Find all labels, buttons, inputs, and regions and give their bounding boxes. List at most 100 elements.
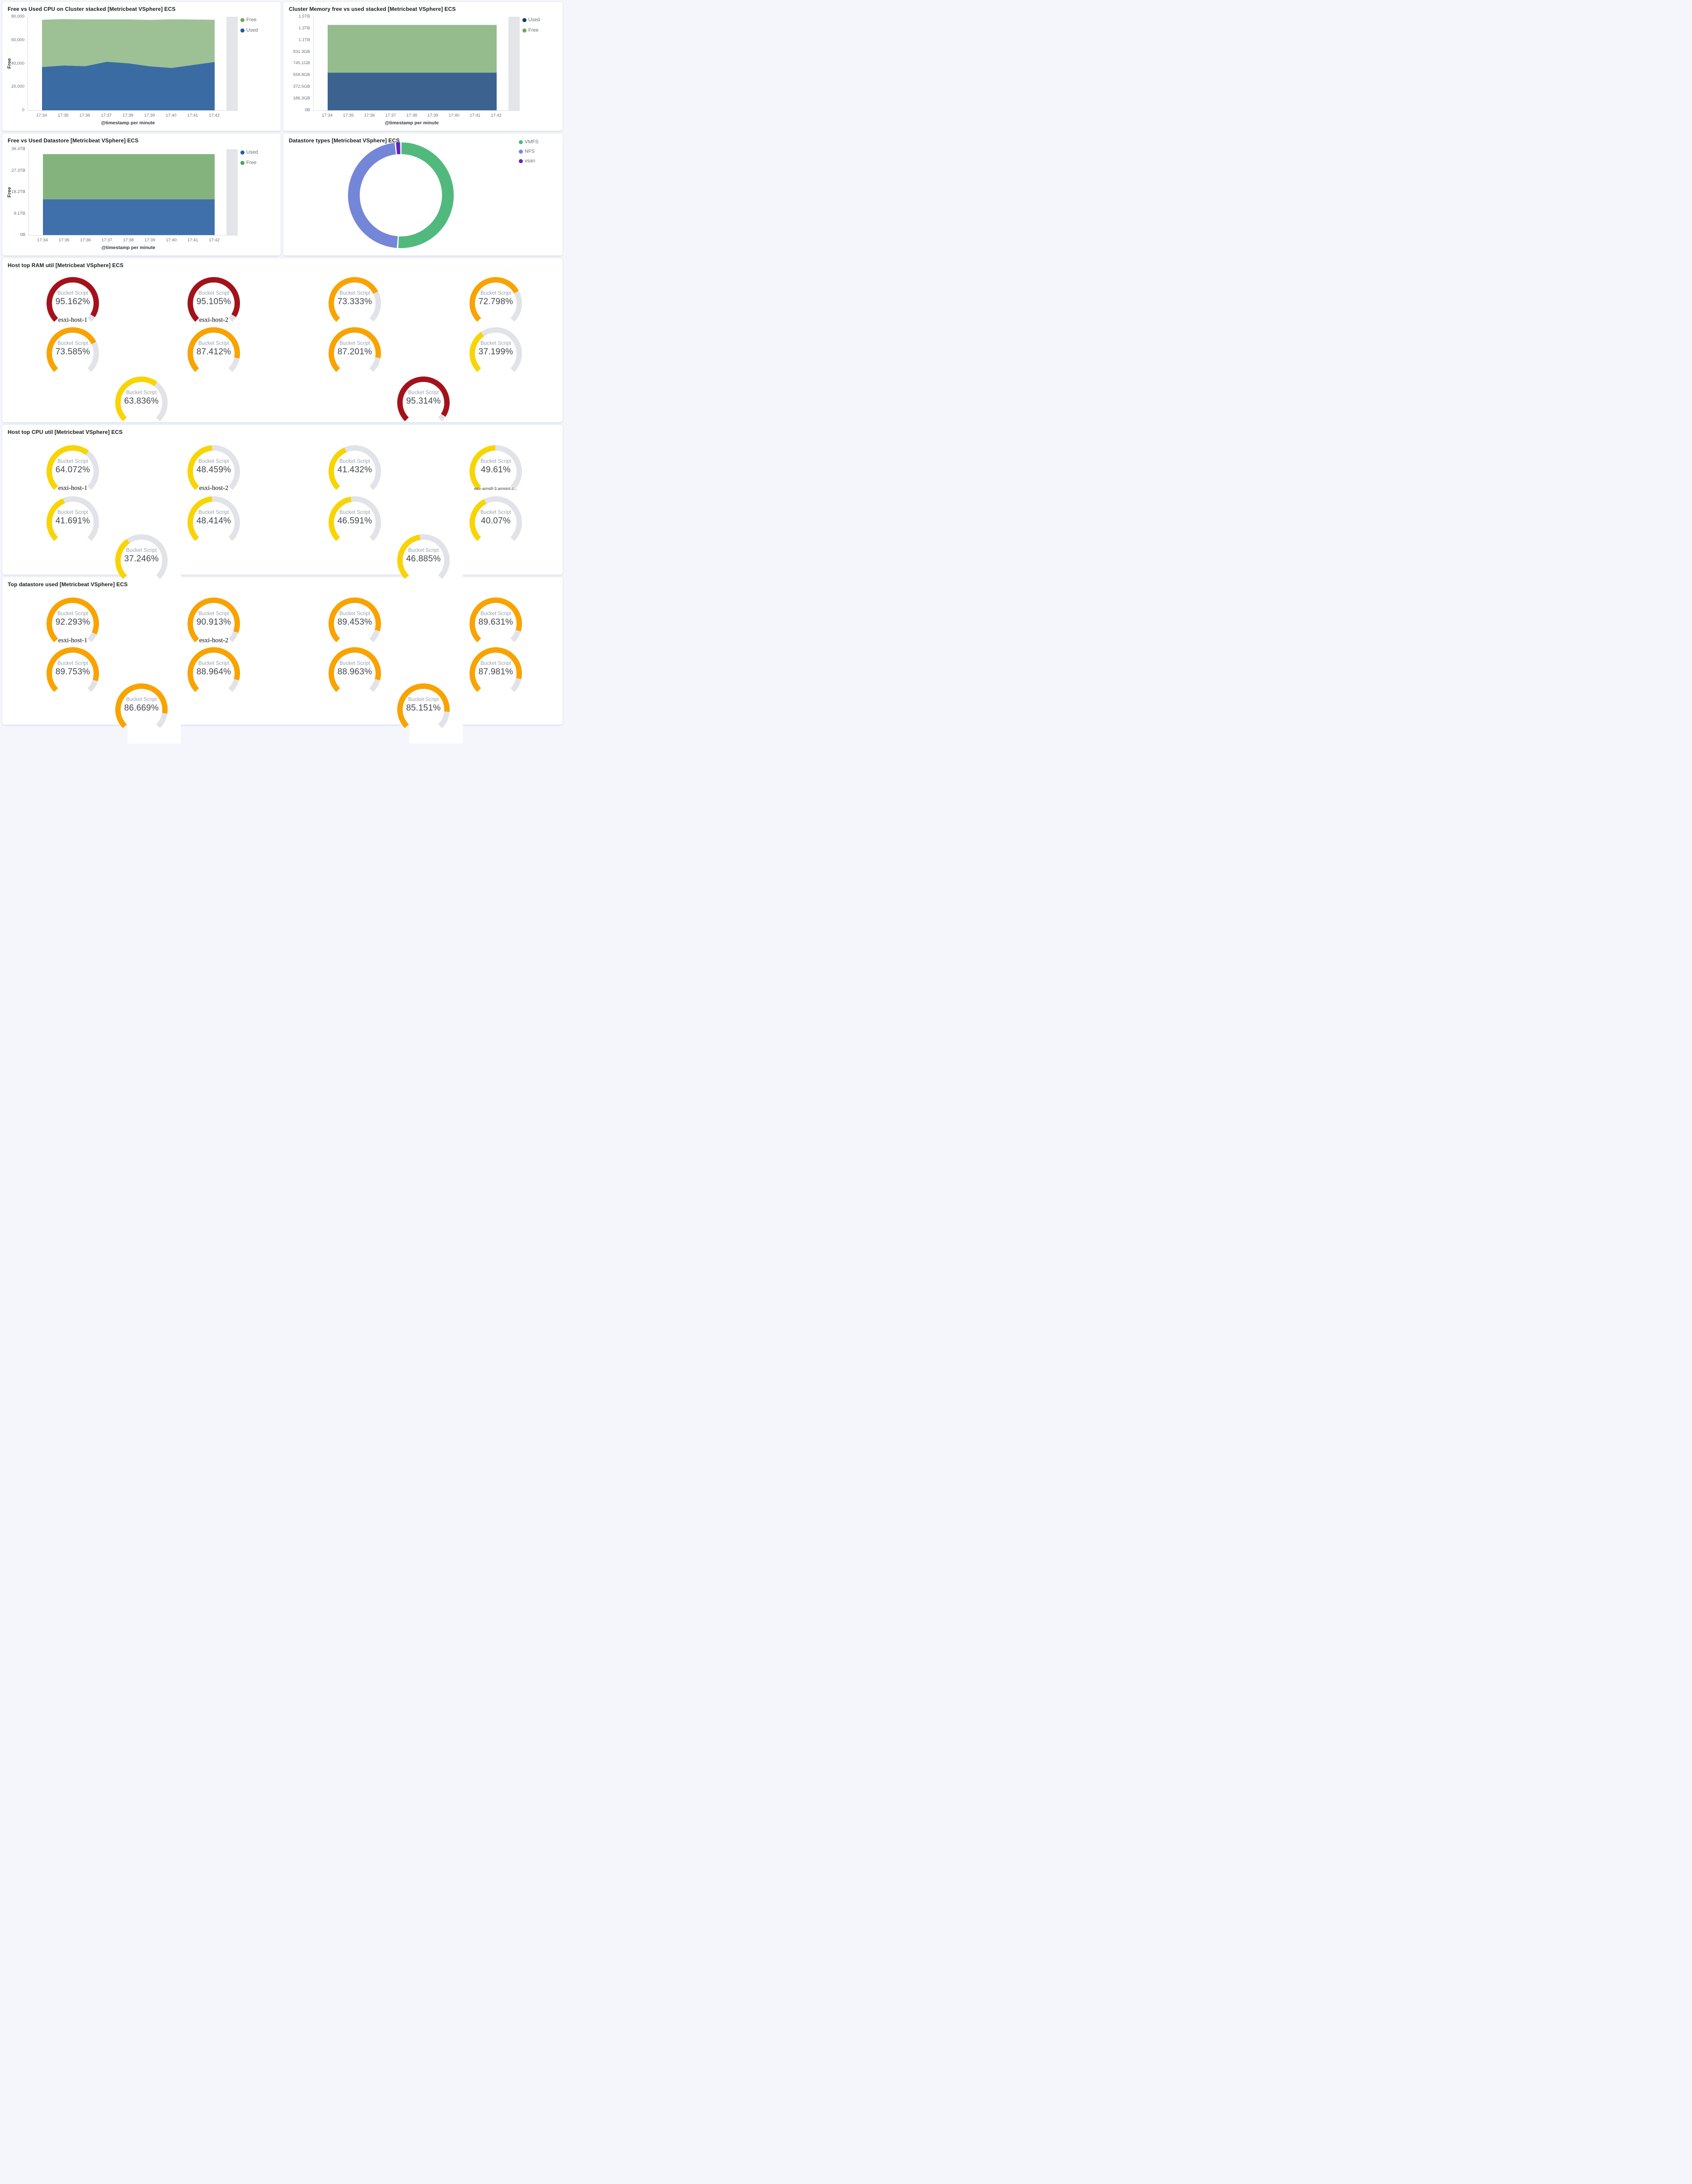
gauge-value: 89.753% (55, 667, 90, 677)
partial-bucket-mask (226, 149, 238, 235)
panel-cpu-cluster-chart: Free vs Used CPU on Cluster stacked [Met… (2, 1, 281, 131)
gauge-metric-name: Bucket Script (339, 611, 370, 617)
gauge-value: 89.453% (337, 617, 372, 627)
area-series-Used (42, 61, 215, 110)
gauge-metric-name: Bucket Script (339, 341, 370, 346)
legend-item-NFS[interactable]: NFS (519, 149, 539, 154)
gauge-value: 72.798% (478, 297, 513, 306)
gauge-track-arc (419, 534, 450, 579)
gauge-value: 49.61% (481, 465, 511, 475)
x-axis-tick: 17:37 (101, 238, 113, 243)
legend-dot-icon (240, 28, 244, 33)
gauge-track-arc (87, 342, 99, 372)
legend-dot-icon (522, 18, 526, 22)
legend-item-Used[interactable]: Used (240, 150, 258, 155)
chart-legend: Used Free (522, 17, 540, 38)
gauge-value-arc (329, 327, 381, 372)
gauge-value-arc (188, 327, 240, 372)
x-axis-tick: 17:39 (144, 113, 155, 118)
x-axis-tick: 17:42 (209, 238, 220, 243)
gauge-value-arc (470, 277, 519, 322)
gauge-value: 90.913% (196, 617, 231, 627)
legend-item-Used[interactable]: Used (522, 17, 540, 23)
datastore-area-chart: 0B 9.1TB 18.2TB 27.3TB 36.4TB 17:34 17:35 17:36… (2, 133, 281, 255)
y-axis-tick: 0B (305, 108, 310, 113)
gauge-widget-overflow (409, 560, 463, 615)
legend-item-vsan[interactable]: vsan (519, 158, 539, 164)
x-axis-tick: 17:42 (491, 113, 502, 118)
x-axis-title: @timestamp per minute (101, 245, 155, 250)
gauge-track-arc (228, 678, 239, 692)
gauge-metric-name: Bucket Script (198, 611, 229, 617)
gauge-value-arc (329, 447, 347, 490)
gauge-widget-overflow (127, 560, 181, 615)
gauge-metric-name: Bucket Script (198, 661, 229, 666)
gauge-metric-name: Bucket Script (480, 611, 511, 617)
gauge-metric-name: Bucket Script (126, 548, 157, 553)
gauge-metric-name: Bucket Script (480, 661, 511, 666)
legend-dot-icon (519, 149, 523, 154)
panel-title: Cluster Memory free vs used stacked [Met… (289, 6, 456, 12)
y-axis-tick: 40,000 (11, 61, 24, 66)
donut-slice-VMFS (398, 142, 454, 248)
gauge-value: 88.964% (196, 667, 231, 677)
gauge-ram-r1-g2: Bucket Script 95.105% esxi-host-2 (180, 276, 248, 329)
gauge-track-arc (228, 357, 240, 372)
gauge-value: 88.963% (337, 667, 372, 677)
y-axis-tick: 186.3GB (293, 96, 310, 101)
legend-dot-icon (240, 150, 244, 155)
y-axis-tick: 9.1TB (14, 211, 25, 216)
gauge-ds-r1-g4: Bucket Script 89.631% (462, 596, 530, 650)
gauge-value-arc (470, 332, 484, 372)
gauge-value-arc (470, 499, 487, 541)
x-axis-tick: 17:42 (209, 113, 220, 118)
gauge-track-arc (87, 632, 97, 643)
legend-label: Free (246, 160, 257, 165)
memory-area-chart: 0B 186.3GB 372.5GB 558.8GB 745.1GB 931.3GB 1.1… (283, 2, 563, 131)
legend-item-Free[interactable]: Free (240, 160, 258, 165)
legend-item-Used[interactable]: Used (240, 28, 258, 33)
x-axis-tick: 17:37 (385, 113, 396, 118)
y-axis-title: Free (7, 58, 12, 69)
gauge-ram-r2-g2: Bucket Script 87.412% (180, 326, 248, 379)
gauge-value-arc (115, 683, 168, 729)
gauge-value: 73.333% (337, 297, 372, 306)
y-axis-tick: 558.8GB (293, 72, 310, 78)
gauge-value-arc (115, 377, 158, 422)
gauge-ds-r3-g2: Bucket Script 85.151% (390, 682, 457, 735)
gauge-value-arc (470, 445, 496, 490)
gauge-metric-name: Bucket Script (339, 661, 370, 666)
x-axis-tick: 17:34 (36, 113, 47, 118)
gauge-bucket-label: esxi-host-2 (199, 637, 229, 644)
gauge-value-arc (188, 598, 240, 643)
gauge-value: 95.314% (406, 396, 441, 406)
gauge-bucket-label: esxi-host-1 (58, 485, 88, 492)
panel-title: Free vs Used CPU on Cluster stacked [Met… (8, 6, 176, 12)
gauge-track-arc (510, 678, 522, 692)
gauge-ram-r2-g3: Bucket Script 87.201% (321, 326, 389, 379)
gauge-bucket-label: esxi-host-1 (58, 637, 88, 644)
gauge-value: 95.162% (55, 297, 90, 306)
y-axis-tick: 745.1GB (293, 61, 310, 66)
datastore-gauge-grid: Bucket Script 92.293% esxi-host-1 Bucket Sc… (2, 577, 563, 744)
gauge-ds-r2-g1: Bucket Script 89.753% (39, 646, 107, 699)
gauge-metric-name: Bucket Script (198, 291, 229, 296)
gauge-value-arc (47, 277, 99, 322)
gauge-value: 37.246% (124, 554, 159, 564)
plot-area (313, 17, 520, 111)
gauge-track-arc (438, 414, 446, 422)
legend-item-VMFS[interactable]: VMFS (519, 139, 539, 145)
legend-label: Free (528, 28, 539, 33)
gauge-track-arc (369, 629, 380, 643)
gauge-track-arc (228, 631, 239, 643)
legend-item-Free[interactable]: Free (522, 28, 540, 33)
gauge-track-arc (127, 534, 168, 579)
gauge-value: 73.585% (55, 347, 90, 357)
gauge-ds-r2-g3: Bucket Script 88.963% (321, 646, 389, 699)
legend-item-Free[interactable]: Free (240, 17, 258, 23)
legend-label: VMFS (525, 139, 539, 145)
donut-slice-NFS (348, 142, 398, 248)
x-axis-tick: 17:35 (343, 113, 354, 118)
gauge-metric-name: Bucket Script (57, 611, 88, 617)
gauge-value: 41.691% (55, 516, 90, 526)
